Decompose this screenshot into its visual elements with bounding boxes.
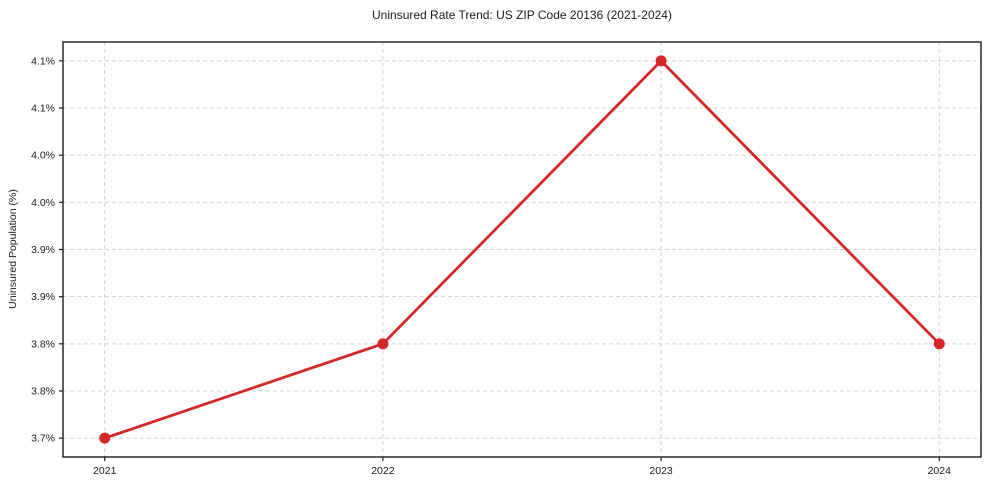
y-tick-label: 4.0% [31, 150, 55, 162]
y-tick-label: 3.8% [31, 385, 55, 397]
x-tick-label: 2024 [928, 465, 952, 477]
y-tick-label: 3.7% [31, 433, 55, 445]
x-tick-label: 2023 [649, 465, 673, 477]
y-tick-label: 4.1% [31, 55, 55, 67]
y-tick-label: 3.8% [31, 338, 55, 350]
x-tick-label: 2022 [371, 465, 395, 477]
y-tick-label: 3.9% [31, 291, 55, 303]
x-tick-label: 2021 [93, 465, 117, 477]
y-tick-label: 3.9% [31, 244, 55, 256]
data-point-marker [655, 55, 667, 67]
y-tick-label: 4.0% [31, 197, 55, 209]
data-point-marker [933, 338, 945, 350]
y-tick-label: 4.1% [31, 103, 55, 115]
data-line [103, 59, 941, 440]
chart-title: Uninsured Rate Trend: US ZIP Code 20136 … [372, 8, 672, 22]
data-point-marker [377, 338, 389, 350]
data-point-marker [99, 432, 111, 444]
